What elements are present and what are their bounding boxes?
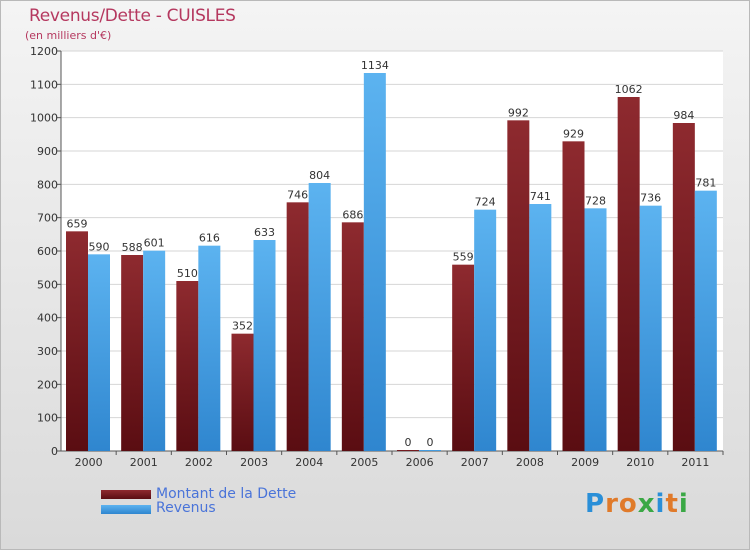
x-tick-label: 2003 <box>240 456 268 469</box>
bar-revenus <box>198 245 221 451</box>
data-label: 588 <box>122 241 143 254</box>
bar-dette <box>507 120 530 451</box>
bar-dette <box>121 255 144 451</box>
bar-dette <box>562 141 585 452</box>
x-tick-label: 2006 <box>406 456 434 469</box>
y-tick-label: 1000 <box>30 112 58 125</box>
chart-subtitle: (en milliers d'€) <box>25 29 112 42</box>
bar-dette <box>176 281 199 451</box>
y-tick-label: 100 <box>37 412 58 425</box>
data-label: 352 <box>232 320 253 333</box>
bar-dette <box>341 222 364 451</box>
y-tick-label: 400 <box>37 312 58 325</box>
logo-letter: t <box>665 489 679 519</box>
logo-letter: P <box>585 489 606 519</box>
data-label: 1134 <box>361 59 389 72</box>
bar-dette <box>617 97 640 451</box>
proxiti-logo: Proxiti <box>585 489 689 519</box>
data-label: 781 <box>695 177 716 190</box>
legend-swatch-dette <box>101 490 151 499</box>
bar-revenus <box>529 204 552 451</box>
logo-letter: x <box>637 489 656 519</box>
bar-dette <box>397 450 419 451</box>
data-label: 510 <box>177 267 198 280</box>
legend-label-dette: Montant de la Dette <box>156 486 297 502</box>
data-label: 741 <box>530 190 551 203</box>
data-label: 616 <box>199 232 220 245</box>
bar-revenus <box>88 254 110 451</box>
x-tick-label: 2005 <box>350 456 378 469</box>
y-tick-label: 700 <box>37 212 58 225</box>
data-label: 0 <box>405 436 412 449</box>
y-tick-label: 1200 <box>30 45 58 58</box>
bar-revenus <box>474 209 497 451</box>
bar-dette <box>231 333 254 451</box>
bar-revenus <box>253 240 276 451</box>
data-label: 659 <box>67 217 88 230</box>
x-tick-label: 2004 <box>295 456 323 469</box>
data-label: 746 <box>287 188 308 201</box>
x-tick-label: 2007 <box>461 456 489 469</box>
data-label: 736 <box>640 192 661 205</box>
x-tick-label: 2009 <box>571 456 599 469</box>
y-tick-label: 300 <box>37 345 58 358</box>
logo-letter: o <box>618 489 638 519</box>
logo-letter: r <box>605 489 619 519</box>
data-label: 804 <box>309 169 330 182</box>
bar-revenus <box>308 183 331 451</box>
data-label: 1062 <box>615 83 643 96</box>
bar-dette <box>286 202 309 451</box>
data-label: 728 <box>585 194 606 207</box>
x-tick-label: 2010 <box>626 456 654 469</box>
data-label: 984 <box>673 109 694 122</box>
data-label: 633 <box>254 226 275 239</box>
data-label: 559 <box>453 251 474 264</box>
y-tick-label: 500 <box>37 278 58 291</box>
y-tick-label: 800 <box>37 178 58 191</box>
bar-revenus <box>363 73 386 451</box>
data-label: 992 <box>508 106 529 119</box>
y-tick-label: 600 <box>37 245 58 258</box>
data-label: 724 <box>475 196 496 209</box>
x-tick-label: 2001 <box>130 456 158 469</box>
x-tick-label: 2011 <box>681 456 709 469</box>
data-label: 590 <box>89 240 110 253</box>
bar-dette <box>672 123 695 451</box>
logo-letter: i <box>678 489 689 519</box>
bar-dette <box>452 264 475 451</box>
bar-revenus <box>143 250 166 451</box>
legend-label-revenus: Revenus <box>156 500 216 516</box>
bar-revenus <box>639 205 662 451</box>
y-tick-label: 0 <box>51 445 58 458</box>
bar-revenus <box>694 190 717 451</box>
bar-revenus <box>584 208 607 451</box>
y-tick-label: 200 <box>37 378 58 391</box>
x-tick-label: 2000 <box>75 456 103 469</box>
data-label: 601 <box>144 237 165 250</box>
bar-revenus <box>419 450 441 451</box>
logo-letter: i <box>655 489 666 519</box>
y-tick-label: 1100 <box>30 78 58 91</box>
y-tick-label: 900 <box>37 145 58 158</box>
data-label: 0 <box>427 436 434 449</box>
data-label: 686 <box>342 208 363 221</box>
legend-swatch-revenus <box>101 505 151 514</box>
chart-title: Revenus/Dette - CUISLES <box>29 6 236 26</box>
bar-dette <box>66 231 88 451</box>
data-label: 929 <box>563 127 584 140</box>
x-tick-label: 2002 <box>185 456 213 469</box>
x-tick-label: 2008 <box>516 456 544 469</box>
